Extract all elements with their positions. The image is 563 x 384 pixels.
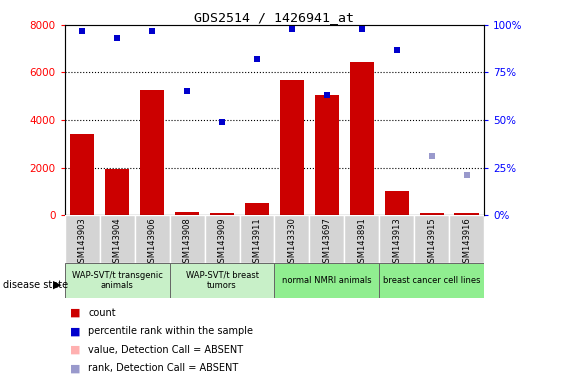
Text: normal NMRI animals: normal NMRI animals xyxy=(282,276,372,285)
Text: value, Detection Call = ABSENT: value, Detection Call = ABSENT xyxy=(88,345,244,355)
Bar xyxy=(65,215,100,263)
Text: GSM143915: GSM143915 xyxy=(427,217,436,268)
Bar xyxy=(239,215,275,263)
Text: rank, Detection Call = ABSENT: rank, Detection Call = ABSENT xyxy=(88,363,239,373)
Text: ▶: ▶ xyxy=(53,280,61,290)
Text: breast cancer cell lines: breast cancer cell lines xyxy=(383,276,480,285)
Text: GSM143911: GSM143911 xyxy=(252,217,261,268)
Bar xyxy=(379,215,414,263)
Bar xyxy=(345,215,379,263)
Text: GSM143697: GSM143697 xyxy=(323,217,332,268)
Bar xyxy=(169,263,275,298)
Bar xyxy=(169,215,204,263)
Text: ■: ■ xyxy=(70,363,81,373)
Bar xyxy=(135,215,169,263)
Text: percentile rank within the sample: percentile rank within the sample xyxy=(88,326,253,336)
Bar xyxy=(70,134,95,215)
Bar xyxy=(315,95,339,215)
Text: GSM143906: GSM143906 xyxy=(148,217,157,268)
Bar xyxy=(140,90,164,215)
Bar xyxy=(100,215,135,263)
Title: GDS2514 / 1426941_at: GDS2514 / 1426941_at xyxy=(194,11,355,24)
Text: WAP-SVT/t transgenic
animals: WAP-SVT/t transgenic animals xyxy=(72,271,163,290)
Bar xyxy=(379,263,484,298)
Bar xyxy=(275,263,379,298)
Text: ■: ■ xyxy=(70,326,81,336)
Bar xyxy=(414,215,449,263)
Text: GSM143908: GSM143908 xyxy=(182,217,191,268)
Text: GSM143903: GSM143903 xyxy=(78,217,87,268)
Bar xyxy=(310,215,345,263)
Bar xyxy=(105,169,129,215)
Bar xyxy=(449,215,484,263)
Text: ■: ■ xyxy=(70,345,81,355)
Text: disease state: disease state xyxy=(3,280,68,290)
Text: GSM143330: GSM143330 xyxy=(288,217,297,268)
Text: WAP-SVT/t breast
tumors: WAP-SVT/t breast tumors xyxy=(186,271,258,290)
Text: count: count xyxy=(88,308,116,318)
Text: GSM143913: GSM143913 xyxy=(392,217,401,268)
Text: GSM143904: GSM143904 xyxy=(113,217,122,268)
Bar xyxy=(350,62,374,215)
Bar xyxy=(65,263,169,298)
Bar xyxy=(280,79,304,215)
Bar xyxy=(245,203,269,215)
Text: ■: ■ xyxy=(70,308,81,318)
Bar xyxy=(419,213,444,215)
Bar xyxy=(210,213,234,215)
Bar xyxy=(275,215,310,263)
Bar xyxy=(204,215,239,263)
Bar xyxy=(385,191,409,215)
Text: GSM143909: GSM143909 xyxy=(217,217,226,268)
Bar xyxy=(175,212,199,215)
Text: GSM143916: GSM143916 xyxy=(462,217,471,268)
Bar xyxy=(454,213,479,215)
Text: GSM143891: GSM143891 xyxy=(358,217,367,268)
